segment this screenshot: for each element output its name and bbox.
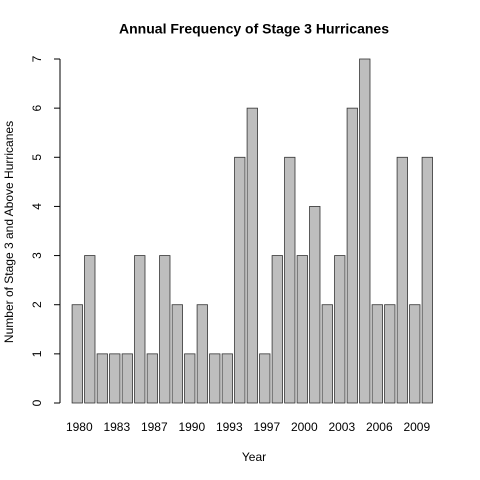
bar: [271, 255, 283, 404]
bar: [121, 353, 133, 404]
bar: [259, 353, 271, 404]
bar: [309, 206, 321, 404]
bar: [134, 255, 146, 404]
bar: [246, 107, 258, 404]
bar: [321, 304, 333, 404]
bar: [296, 255, 308, 404]
x-axis-label: Year: [242, 450, 266, 464]
y-tick-label: 2: [30, 301, 44, 308]
bar: [384, 304, 396, 404]
bar: [96, 353, 108, 404]
bar: [359, 58, 371, 404]
bar: [196, 304, 208, 404]
y-tick-label: 0: [30, 399, 44, 406]
bar: [171, 304, 183, 404]
bar: [184, 353, 196, 404]
x-tick-label: 1997: [253, 420, 280, 434]
y-tick-label: 5: [30, 154, 44, 161]
bar: [346, 107, 358, 404]
y-tick-label: 1: [30, 350, 44, 357]
bar: [234, 156, 246, 404]
y-tick-label: 4: [30, 203, 44, 210]
x-tick-label: 1993: [216, 420, 243, 434]
x-tick-label: 1983: [103, 420, 130, 434]
bar: [71, 304, 83, 404]
bar: [209, 353, 221, 404]
x-tick-label: 1990: [178, 420, 205, 434]
bar: [396, 156, 408, 404]
y-axis-label: Number of Stage 3 and Above Hurricanes: [2, 121, 16, 343]
bar: [421, 156, 433, 404]
y-tick-label: 3: [30, 252, 44, 259]
x-tick-label: 1980: [66, 420, 93, 434]
x-tick-label: 2003: [328, 420, 355, 434]
bar: [159, 255, 171, 404]
x-tick-label: 2000: [291, 420, 318, 434]
x-tick-label: 2006: [366, 420, 393, 434]
y-tick-label: 7: [30, 55, 44, 62]
bar: [221, 353, 233, 404]
bar: [84, 255, 96, 404]
bar: [334, 255, 346, 404]
x-tick-label: 2009: [403, 420, 430, 434]
chart-title: Annual Frequency of Stage 3 Hurricanes: [119, 21, 389, 37]
bar: [109, 353, 121, 404]
bar: [409, 304, 421, 404]
bar: [371, 304, 383, 404]
x-tick-label: 1987: [141, 420, 168, 434]
y-tick-label: 6: [30, 104, 44, 111]
bar: [284, 156, 296, 404]
bar: [146, 353, 158, 404]
